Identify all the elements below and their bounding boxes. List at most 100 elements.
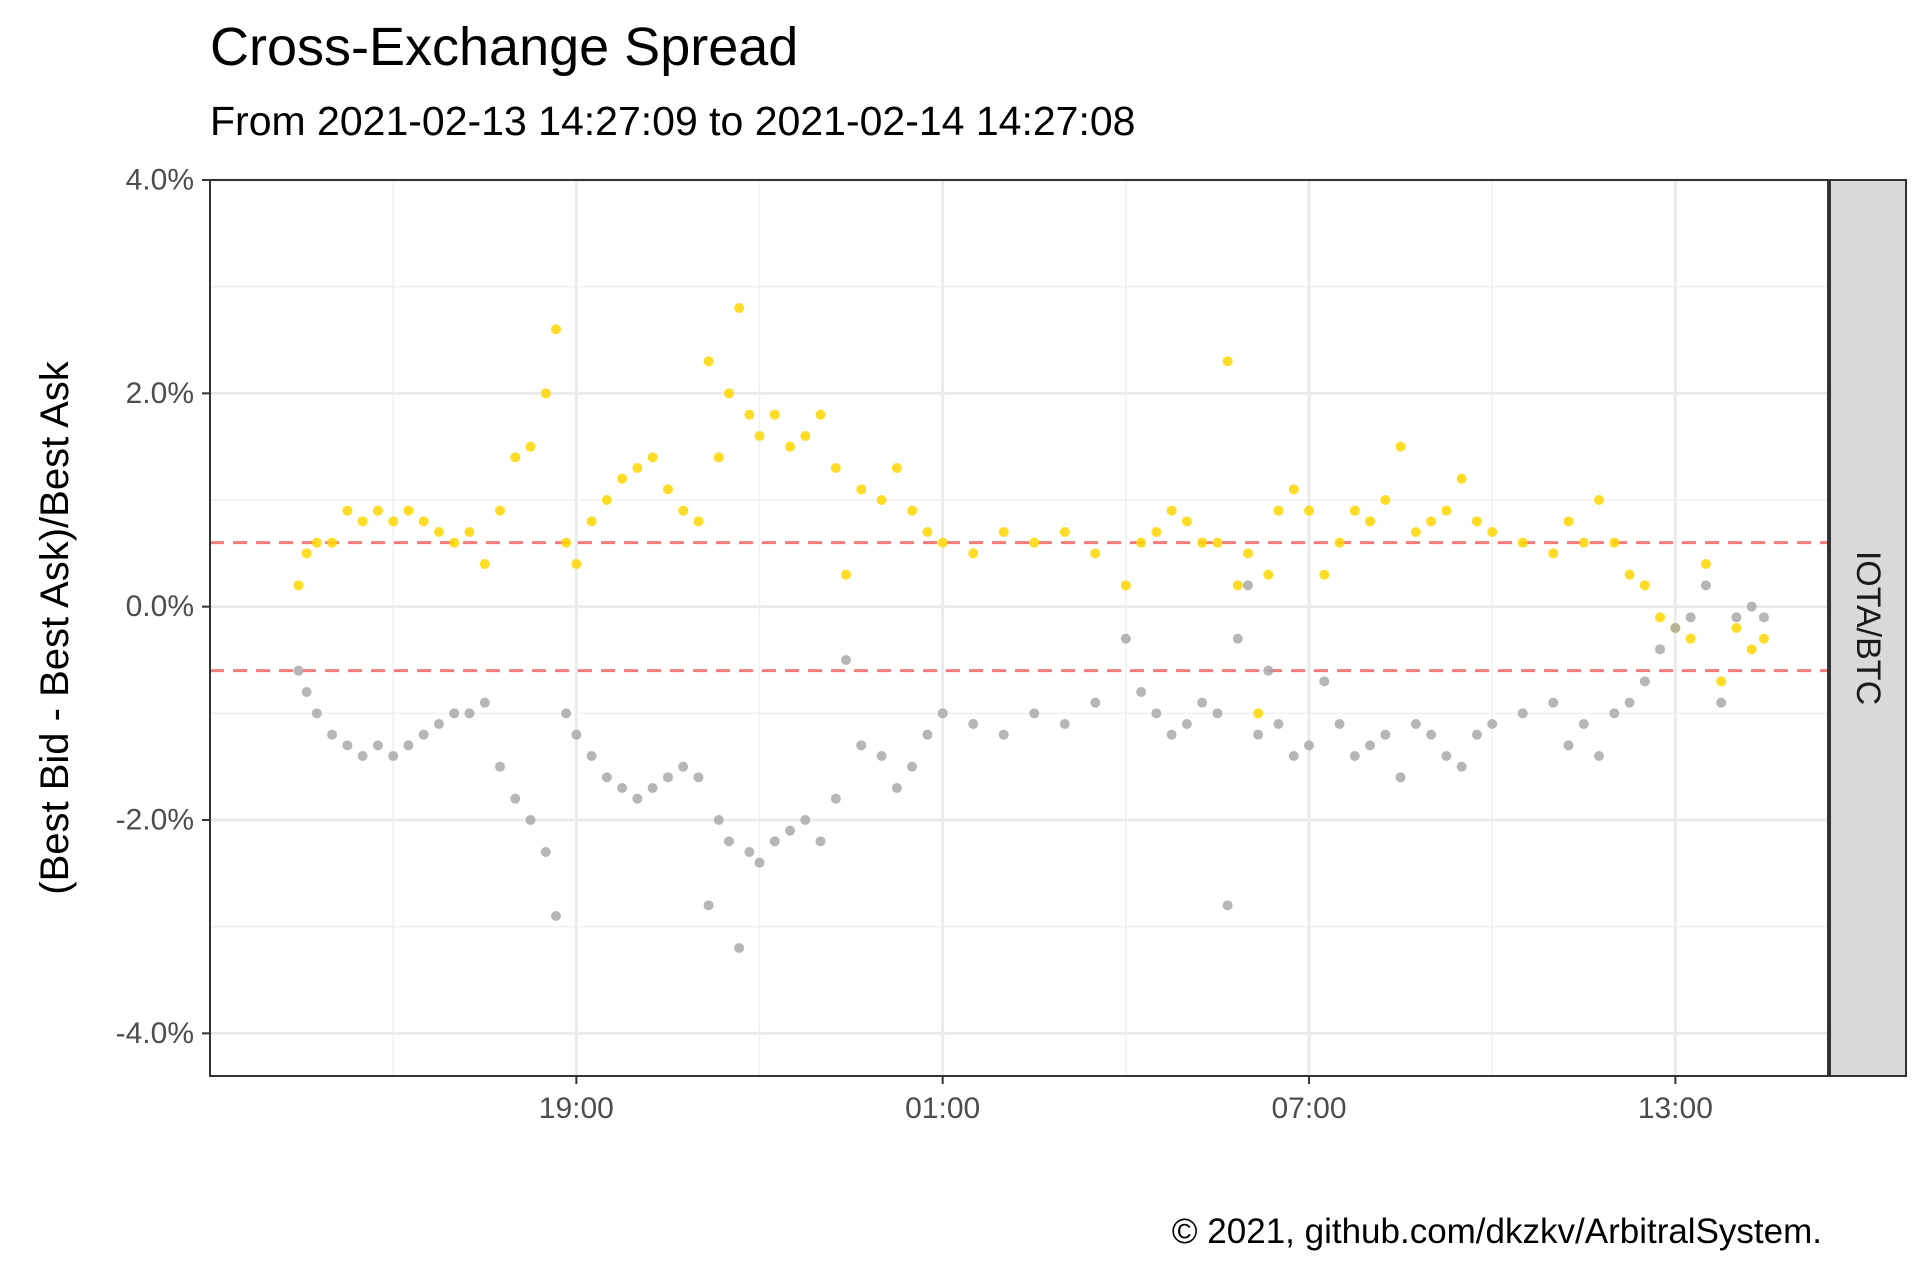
data-point <box>1365 740 1376 751</box>
data-point <box>815 836 826 847</box>
data-point <box>479 559 490 569</box>
data-point <box>510 452 521 463</box>
data-point <box>1548 697 1559 708</box>
data-point <box>937 708 948 719</box>
data-point <box>1334 537 1345 548</box>
data-point <box>1563 516 1574 527</box>
data-point <box>830 463 841 473</box>
facet-label: IOTA/BTC <box>1849 551 1887 705</box>
data-point <box>1380 495 1391 505</box>
data-point <box>586 751 597 761</box>
data-point <box>601 495 612 505</box>
data-point <box>1410 527 1421 537</box>
data-point <box>1120 580 1131 591</box>
data-point <box>1090 697 1101 708</box>
data-point <box>723 836 734 847</box>
data-point <box>1471 729 1482 740</box>
data-point <box>1304 740 1315 751</box>
data-point <box>907 761 918 772</box>
x-tick-label: 19:00 <box>539 1092 614 1125</box>
data-point <box>327 729 338 740</box>
data-point <box>571 729 582 740</box>
data-point <box>769 409 780 420</box>
data-point <box>678 505 689 516</box>
data-point <box>785 825 796 836</box>
data-point <box>479 697 490 708</box>
data-point <box>372 740 383 751</box>
data-point <box>1578 537 1589 548</box>
data-point <box>1151 527 1162 537</box>
data-point <box>1253 729 1264 740</box>
data-point <box>1624 569 1635 580</box>
data-point <box>744 409 755 420</box>
data-point <box>1639 676 1650 687</box>
data-point <box>1731 612 1742 623</box>
chart-caption: © 2021, github.com/dkzkv/ArbitralSystem. <box>1171 1212 1822 1251</box>
data-point <box>311 537 322 548</box>
axes: 4.0% 2.0% 0.0% -2.0% -4.0% 19:00 01:00 07:00 13:… <box>116 164 1829 1125</box>
data-point <box>1700 580 1711 591</box>
series-0-points <box>293 303 1769 719</box>
data-point <box>403 740 414 751</box>
data-point <box>301 548 312 559</box>
data-point <box>388 516 399 527</box>
data-point <box>841 655 852 665</box>
data-point <box>769 836 780 847</box>
data-point <box>293 580 304 591</box>
x-tick-label: 07:00 <box>1271 1092 1346 1125</box>
data-point <box>876 495 887 505</box>
data-point <box>1594 751 1605 761</box>
data-point <box>968 719 979 729</box>
data-point <box>693 772 704 783</box>
data-point <box>550 324 561 335</box>
data-point <box>647 452 658 463</box>
data-point <box>1487 719 1498 729</box>
data-point <box>800 815 811 825</box>
data-point <box>418 516 429 527</box>
data-point <box>1609 708 1620 719</box>
data-point <box>754 857 765 868</box>
data-point <box>876 751 887 761</box>
data-point <box>1517 537 1528 548</box>
data-point <box>327 537 338 548</box>
data-point <box>678 761 689 772</box>
data-point <box>632 793 643 804</box>
data-point <box>1746 601 1757 612</box>
y-tick-label: 0.0% <box>126 590 194 623</box>
data-point <box>693 516 704 527</box>
data-point <box>1222 356 1233 367</box>
data-point <box>357 516 368 527</box>
data-point <box>301 687 312 697</box>
data-point <box>1273 719 1284 729</box>
data-point <box>449 708 460 719</box>
data-point <box>561 537 572 548</box>
data-point <box>1263 569 1274 580</box>
data-point <box>1441 505 1452 516</box>
data-point <box>1639 580 1650 591</box>
data-point <box>1288 484 1299 495</box>
data-point <box>418 729 429 740</box>
y-tick-label: -2.0% <box>116 804 194 837</box>
data-point <box>617 473 628 484</box>
data-point <box>1212 537 1223 548</box>
data-point <box>1181 719 1192 729</box>
data-point <box>647 783 658 793</box>
data-point <box>617 783 628 793</box>
data-point <box>540 847 551 857</box>
threshold-lines <box>210 541 1828 673</box>
data-point <box>1685 633 1696 644</box>
data-point <box>1670 623 1681 633</box>
data-point <box>1242 580 1253 591</box>
data-point <box>1136 687 1147 697</box>
data-point <box>433 527 444 537</box>
data-point <box>1136 537 1147 548</box>
panel-border <box>209 179 1829 1077</box>
data-point <box>1349 505 1360 516</box>
data-point <box>937 537 948 548</box>
data-point <box>1059 719 1070 729</box>
data-point <box>464 708 475 719</box>
data-point <box>1380 729 1391 740</box>
plot-panel <box>210 180 1828 1076</box>
gridlines <box>210 178 1828 1076</box>
data-point <box>1151 708 1162 719</box>
